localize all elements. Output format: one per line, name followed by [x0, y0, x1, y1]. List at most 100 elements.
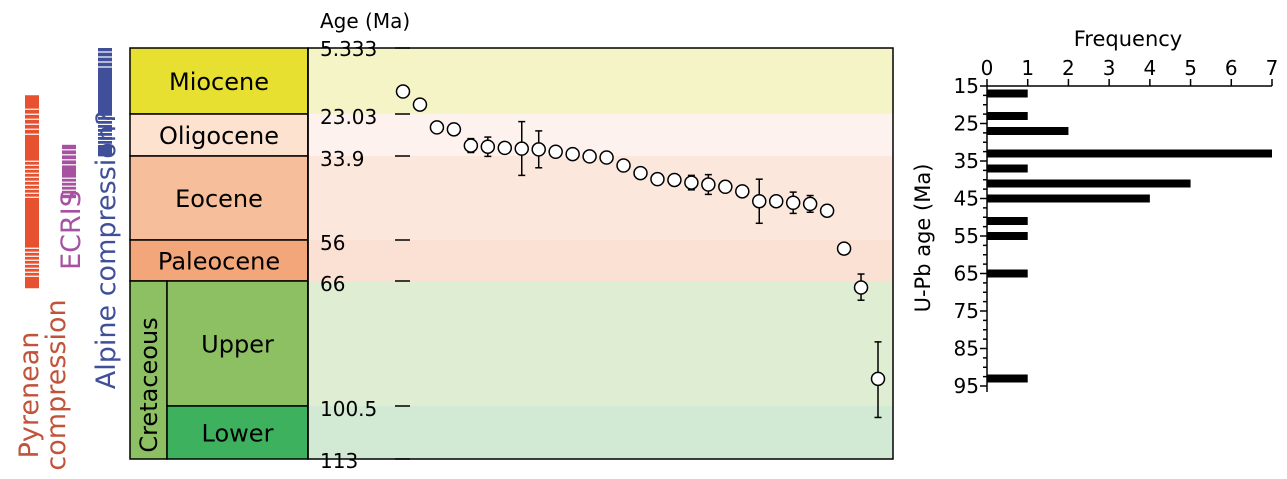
data-point — [446, 122, 462, 137]
u-pb-age-tick-label: 55 — [954, 224, 979, 248]
tectonic-events: Pyrenean compression ECRIS Alpine compre… — [14, 48, 122, 471]
histogram-bar — [987, 232, 1028, 240]
data-point — [735, 184, 750, 199]
age-tick-label: 113 — [320, 449, 358, 473]
period-box-cretaceous — [129, 280, 168, 460]
u-pb-age-tick-label: 25 — [954, 112, 979, 136]
data-point — [802, 196, 818, 212]
stratigraphic-column: Miocene Oligocene Eocene Paleocene Upper… — [129, 47, 309, 460]
data-point — [819, 203, 835, 218]
u-pb-age-tick-label: 95 — [954, 374, 979, 398]
data-point — [531, 142, 546, 157]
histogram-y-label: U-Pb age (Ma) — [911, 164, 935, 313]
epoch-label-oligocene: Oligocene — [159, 122, 279, 150]
epoch-background-bands — [308, 48, 893, 459]
band-lower — [308, 406, 893, 459]
age-tick-label: 5.333 — [320, 37, 377, 61]
frequency-ticks: 0 1 2 3 4 5 6 7 — [981, 56, 1279, 86]
age-tick-label: 33.9 — [320, 147, 365, 171]
histogram-bars — [987, 89, 1272, 383]
data-point — [768, 193, 784, 209]
data-point — [463, 138, 479, 153]
data-point — [752, 193, 767, 209]
epoch-box-upper — [166, 280, 309, 407]
frequency-tick-label: 2 — [1062, 56, 1075, 80]
data-point — [582, 149, 597, 164]
band-paleocene — [308, 240, 893, 281]
histogram-bar — [987, 194, 1150, 203]
data-point — [565, 146, 580, 162]
u-pb-age-tick-label: 75 — [954, 299, 979, 323]
age-scatter-plot: 5.333 23.03 33.9 56 66 100.5 113 Age (Ma) — [307, 9, 894, 473]
data-point — [718, 179, 733, 195]
age-tick-label: 23.03 — [320, 105, 377, 129]
epoch-box-eocene — [129, 155, 309, 241]
histogram-bar — [987, 269, 1028, 278]
pyrenean-compression-bar — [25, 95, 39, 289]
ecris-bar — [62, 144, 76, 199]
histogram-bar — [987, 127, 1069, 135]
data-point — [497, 140, 513, 156]
data-point — [514, 141, 529, 156]
frequency-tick-label: 6 — [1225, 56, 1238, 80]
band-upper — [308, 281, 893, 406]
u-pb-age-tick-label: 65 — [954, 262, 979, 286]
frequency-tick-label: 0 — [981, 56, 994, 80]
data-point — [785, 195, 801, 211]
data-point — [853, 280, 869, 295]
histogram-bar — [987, 112, 1028, 120]
epoch-label-miocene: Miocene — [169, 68, 269, 96]
u-pb-age-tick-label: 15 — [954, 74, 979, 98]
histogram-bar — [987, 89, 1028, 98]
histogram-bar — [987, 217, 1028, 225]
event-bar-hatching — [25, 51, 112, 277]
pyrenean-label-line2: compression — [41, 299, 72, 470]
age-tick-label: 100.5 — [320, 397, 377, 421]
data-point — [429, 120, 445, 135]
frequency-tick-label: 1 — [1021, 56, 1034, 80]
data-point — [650, 171, 665, 187]
u-pb-age-tick-label: 85 — [954, 337, 979, 361]
alpine-compression-bar — [98, 48, 112, 157]
ecris-label: ECRIS — [56, 190, 87, 270]
epoch-label-paleocene: Paleocene — [158, 248, 280, 276]
age-tick-label: 66 — [320, 272, 345, 296]
epoch-label-lower: Lower — [202, 420, 274, 448]
data-point — [633, 165, 648, 181]
u-pb-age-ticks: 15 25 35 45 55 65 75 85 95 — [954, 74, 987, 398]
pyrenean-label-line1: Pyrenean — [14, 332, 45, 459]
age-axis-title: Age (Ma) — [320, 9, 410, 33]
data-point — [599, 150, 614, 165]
data-point — [616, 158, 631, 173]
u-pb-age-tick-label: 45 — [954, 187, 979, 211]
histogram-bar — [987, 164, 1028, 173]
data-point — [870, 371, 886, 387]
data-point — [684, 175, 699, 190]
epoch-label-eocene: Eocene — [175, 185, 263, 213]
data-point — [548, 144, 563, 159]
data-point — [701, 177, 716, 192]
u-pb-age-tick-label: 35 — [954, 149, 979, 173]
band-eocene — [308, 156, 893, 240]
frequency-tick-label: 4 — [1143, 56, 1156, 80]
band-oligocene — [308, 114, 893, 156]
data-point — [480, 139, 496, 154]
histogram-bar — [987, 149, 1272, 158]
data-point — [412, 97, 428, 112]
epoch-box-oligocene — [129, 113, 309, 157]
data-point — [836, 241, 852, 256]
period-label-cretaceous: Cretaceous — [135, 317, 163, 452]
epoch-box-miocene — [129, 47, 309, 115]
data-points — [395, 84, 886, 419]
frequency-tick-label: 3 — [1103, 56, 1116, 80]
histogram-bar — [987, 179, 1191, 188]
data-point — [667, 172, 682, 188]
epoch-label-upper: Upper — [201, 331, 274, 359]
band-miocene — [308, 48, 893, 114]
epoch-box-lower — [166, 405, 309, 460]
frequency-tick-label: 7 — [1266, 56, 1279, 80]
frequency-tick-label: 5 — [1184, 56, 1197, 80]
histogram-bar — [987, 374, 1028, 383]
